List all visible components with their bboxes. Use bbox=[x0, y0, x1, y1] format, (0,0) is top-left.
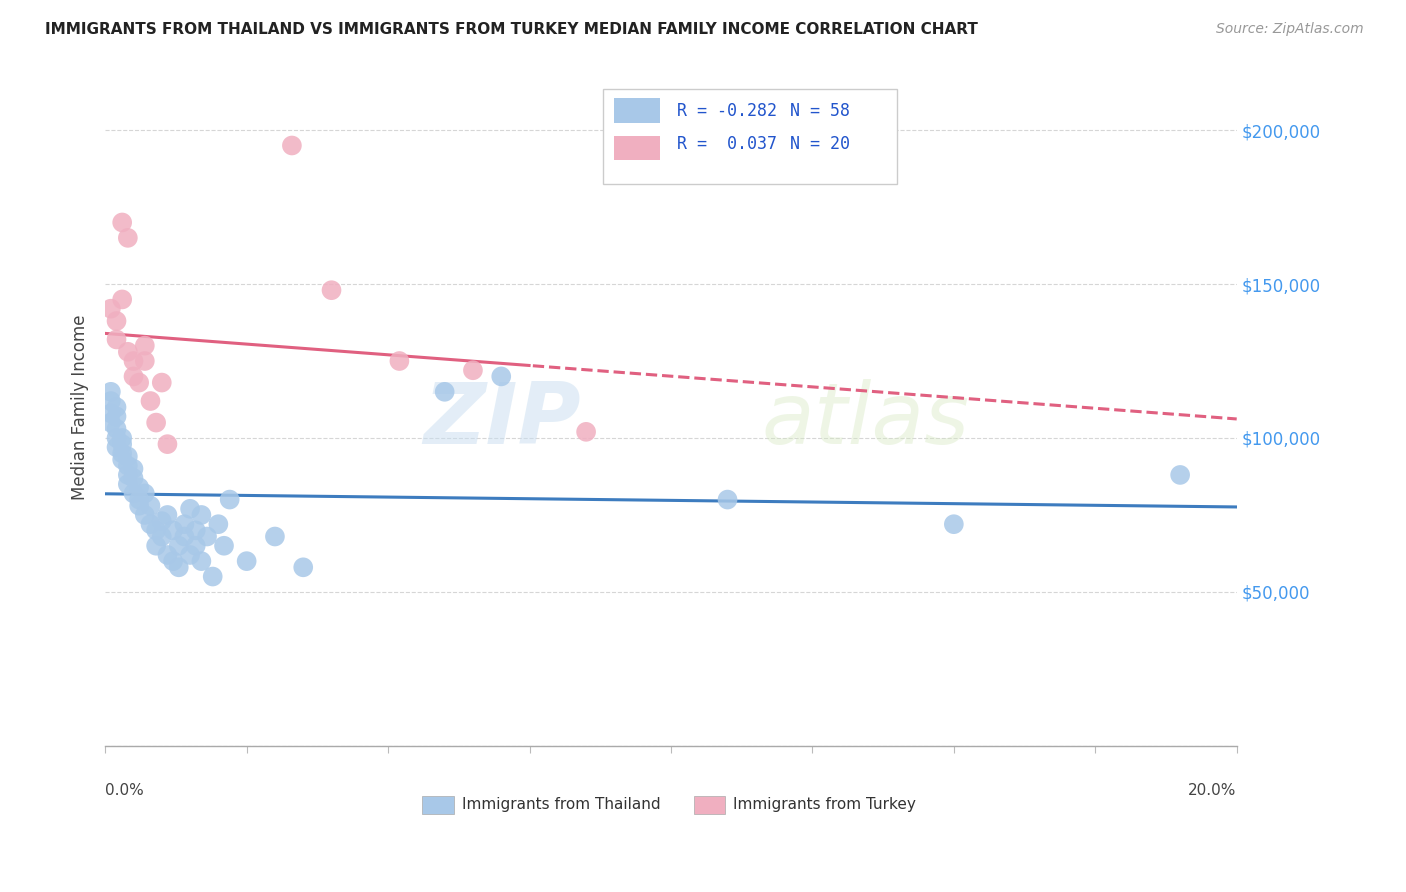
Point bbox=[156, 548, 179, 562]
Point bbox=[167, 560, 190, 574]
Point bbox=[117, 477, 139, 491]
Text: R =  0.037: R = 0.037 bbox=[676, 136, 776, 153]
Point bbox=[105, 440, 128, 454]
Point bbox=[461, 363, 484, 377]
Point bbox=[105, 314, 128, 328]
FancyBboxPatch shape bbox=[614, 136, 659, 160]
Point bbox=[105, 409, 128, 424]
Point bbox=[388, 354, 411, 368]
Point bbox=[150, 376, 173, 390]
Point bbox=[122, 354, 145, 368]
Y-axis label: Median Family Income: Median Family Income bbox=[72, 315, 89, 500]
Point bbox=[145, 416, 167, 430]
FancyBboxPatch shape bbox=[614, 98, 659, 123]
Point bbox=[100, 406, 122, 420]
Point bbox=[212, 539, 235, 553]
Point bbox=[100, 301, 122, 316]
Point bbox=[235, 554, 257, 568]
Point bbox=[100, 394, 122, 409]
Point bbox=[128, 480, 150, 494]
Point bbox=[128, 499, 150, 513]
Point bbox=[117, 467, 139, 482]
Point bbox=[190, 508, 212, 522]
Point bbox=[575, 425, 598, 439]
Point bbox=[162, 524, 184, 538]
Point bbox=[195, 529, 218, 543]
Point bbox=[100, 384, 122, 399]
Point bbox=[111, 293, 134, 307]
Point bbox=[173, 529, 195, 543]
Point bbox=[489, 369, 512, 384]
Point bbox=[281, 138, 304, 153]
Point bbox=[292, 560, 315, 574]
Point bbox=[100, 416, 122, 430]
Point bbox=[145, 539, 167, 553]
Point bbox=[321, 283, 343, 297]
Point bbox=[134, 338, 156, 352]
Text: 20.0%: 20.0% bbox=[1188, 783, 1237, 798]
Text: N = 20: N = 20 bbox=[790, 136, 849, 153]
Point bbox=[167, 539, 190, 553]
Text: ZIP: ZIP bbox=[423, 379, 581, 462]
Point bbox=[122, 462, 145, 476]
Point bbox=[134, 486, 156, 500]
Point bbox=[139, 499, 162, 513]
Text: Source: ZipAtlas.com: Source: ZipAtlas.com bbox=[1216, 22, 1364, 37]
Point bbox=[117, 231, 139, 245]
Point bbox=[128, 376, 150, 390]
Text: N = 58: N = 58 bbox=[790, 102, 849, 120]
Point bbox=[134, 508, 156, 522]
Point bbox=[179, 501, 201, 516]
Point bbox=[207, 517, 229, 532]
Point bbox=[433, 384, 456, 399]
Point bbox=[173, 517, 195, 532]
Point bbox=[156, 508, 179, 522]
Point bbox=[122, 471, 145, 485]
Point bbox=[150, 514, 173, 528]
Text: IMMIGRANTS FROM THAILAND VS IMMIGRANTS FROM TURKEY MEDIAN FAMILY INCOME CORRELAT: IMMIGRANTS FROM THAILAND VS IMMIGRANTS F… bbox=[45, 22, 977, 37]
Point bbox=[150, 529, 173, 543]
Point bbox=[111, 452, 134, 467]
Point bbox=[111, 215, 134, 229]
Point bbox=[184, 539, 207, 553]
Point bbox=[111, 431, 134, 445]
FancyBboxPatch shape bbox=[603, 89, 897, 184]
Point bbox=[179, 548, 201, 562]
Point bbox=[942, 517, 965, 532]
Point bbox=[162, 554, 184, 568]
Point bbox=[184, 524, 207, 538]
Point bbox=[117, 458, 139, 473]
Point bbox=[139, 394, 162, 409]
Text: Immigrants from Thailand: Immigrants from Thailand bbox=[461, 797, 661, 813]
Point bbox=[139, 517, 162, 532]
Point bbox=[201, 569, 224, 583]
Point bbox=[122, 486, 145, 500]
Point bbox=[105, 400, 128, 414]
Text: Immigrants from Turkey: Immigrants from Turkey bbox=[733, 797, 917, 813]
Point bbox=[156, 437, 179, 451]
Point bbox=[105, 333, 128, 347]
Point bbox=[716, 492, 738, 507]
Point bbox=[190, 554, 212, 568]
Point bbox=[111, 437, 134, 451]
Point bbox=[117, 344, 139, 359]
Point bbox=[105, 422, 128, 436]
Point bbox=[105, 431, 128, 445]
Point bbox=[122, 369, 145, 384]
Point bbox=[145, 524, 167, 538]
Point bbox=[117, 450, 139, 464]
FancyBboxPatch shape bbox=[422, 796, 454, 814]
Point bbox=[218, 492, 240, 507]
Point bbox=[264, 529, 287, 543]
FancyBboxPatch shape bbox=[693, 796, 725, 814]
Point bbox=[1168, 467, 1191, 482]
Point bbox=[128, 492, 150, 507]
Point bbox=[111, 446, 134, 460]
Point bbox=[134, 354, 156, 368]
Text: atlas: atlas bbox=[762, 379, 970, 462]
Text: 0.0%: 0.0% bbox=[105, 783, 143, 798]
Text: R = -0.282: R = -0.282 bbox=[676, 102, 776, 120]
